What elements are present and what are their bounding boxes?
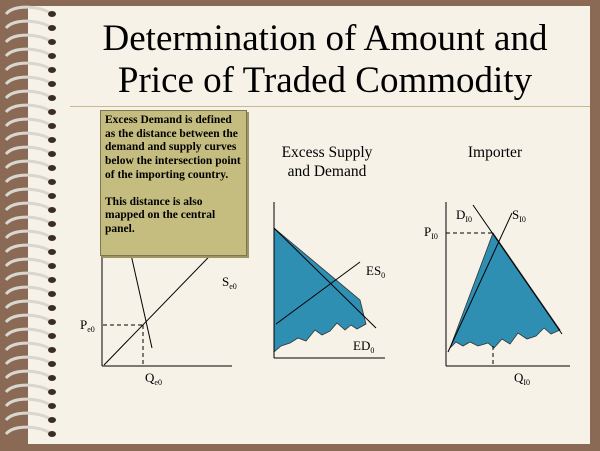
callout-paragraph-2: This distance is also mapped on the cent… <box>105 195 216 235</box>
importer-demand-label: DI0 <box>456 207 472 224</box>
binding-hole <box>48 207 56 213</box>
binding-ring <box>4 75 51 86</box>
binding-hole <box>48 39 56 45</box>
binding-ring <box>4 425 51 436</box>
excess-supply-curve <box>275 261 361 325</box>
middle-panel-title: Excess Supply and Demand <box>262 143 392 181</box>
binding-hole <box>48 221 56 227</box>
binding-hole <box>48 431 56 437</box>
binding-ring <box>4 341 51 352</box>
excess-supply-label: ES0 <box>366 263 385 280</box>
binding-hole <box>48 137 56 143</box>
binding-hole <box>48 305 56 311</box>
binding-hole <box>48 151 56 157</box>
excess-demand-curve <box>273 227 377 329</box>
binding-hole <box>48 179 56 185</box>
binding-ring <box>4 47 51 58</box>
binding-ring <box>4 117 51 128</box>
binding-ring <box>4 89 51 100</box>
binding-ring <box>4 313 51 324</box>
importer-quantity-label: QI0 <box>514 370 530 387</box>
binding-ring <box>4 215 51 226</box>
binding-ring <box>4 285 51 296</box>
binding-hole <box>48 347 56 353</box>
exporter-price-label: Pe0 <box>80 317 95 334</box>
importer-supply-curve <box>447 212 513 353</box>
binding-ring <box>4 61 51 72</box>
binding-ring <box>4 145 51 156</box>
excess-demand-callout: Excess Demand is defined as the distance… <box>100 110 247 256</box>
binding-hole <box>48 123 56 129</box>
binding-hole <box>48 109 56 115</box>
title-divider <box>70 106 590 107</box>
binding-ring <box>4 271 51 282</box>
binding-ring <box>4 229 51 240</box>
binding-hole <box>48 277 56 283</box>
binding-ring <box>4 243 51 254</box>
binding-hole <box>48 25 56 31</box>
binding-ring <box>4 201 51 212</box>
binding-hole <box>48 67 56 73</box>
binding-hole <box>48 53 56 59</box>
binding-ring <box>4 33 51 44</box>
binding-ring <box>4 103 51 114</box>
excess-demand-label: ED0 <box>353 338 374 355</box>
binding-hole <box>48 319 56 325</box>
right-panel-title: Importer <box>467 144 523 161</box>
binding-hole <box>48 95 56 101</box>
binding-ring <box>4 187 51 198</box>
importer-demand-curve <box>472 204 563 335</box>
binding-hole <box>48 235 56 241</box>
binding-hole <box>48 81 56 87</box>
binding-hole <box>48 361 56 367</box>
binding-ring <box>4 299 51 310</box>
excess-demand-area <box>273 227 367 353</box>
importer-shortage-area <box>449 232 561 349</box>
binding-ring <box>4 19 51 30</box>
binding-ring <box>4 173 51 184</box>
exporter-panel: Se0 Pe0 Qe0 <box>80 215 237 387</box>
binding-hole <box>48 249 56 255</box>
binding-hole <box>48 403 56 409</box>
binding-ring <box>4 5 51 16</box>
binding-ring <box>4 383 51 394</box>
binding-hole <box>48 333 56 339</box>
binding-ring <box>4 397 51 408</box>
exporter-quantity-label: Qe0 <box>145 370 162 387</box>
exporter-supply-label: Se0 <box>222 274 237 291</box>
binding-hole <box>48 193 56 199</box>
excess-panel: ES0 ED0 <box>273 202 385 359</box>
binding-hole <box>48 291 56 297</box>
title-line-1: Determination of Amount and <box>102 18 548 59</box>
title-line-2: Price of Traded Commodity <box>117 60 533 101</box>
binding-hole <box>48 263 56 269</box>
importer-price-label: PI0 <box>424 224 438 241</box>
binding-ring <box>4 411 51 422</box>
exporter-demand-curve <box>129 249 153 349</box>
binding-ring <box>4 327 51 338</box>
middle-title-line-2: and Demand <box>287 163 367 180</box>
binding-ring <box>4 131 51 142</box>
binding-ring <box>4 355 51 366</box>
binding-ring <box>4 369 51 380</box>
spiral-binding <box>4 5 56 437</box>
binding-hole <box>48 417 56 423</box>
middle-title-line-1: Excess Supply <box>281 144 373 161</box>
binding-hole <box>48 375 56 381</box>
binding-ring <box>4 159 51 170</box>
importer-panel: DI0 SI0 PI0 QI0 <box>424 202 570 387</box>
binding-hole <box>48 11 56 17</box>
callout-paragraph-1: Excess Demand is defined as the distance… <box>105 114 241 181</box>
binding-hole <box>48 165 56 171</box>
importer-supply-label: SI0 <box>512 207 526 224</box>
slide-title: Determination of Amount and Price of Tra… <box>60 18 590 102</box>
binding-hole <box>48 389 56 395</box>
binding-ring <box>4 257 51 268</box>
